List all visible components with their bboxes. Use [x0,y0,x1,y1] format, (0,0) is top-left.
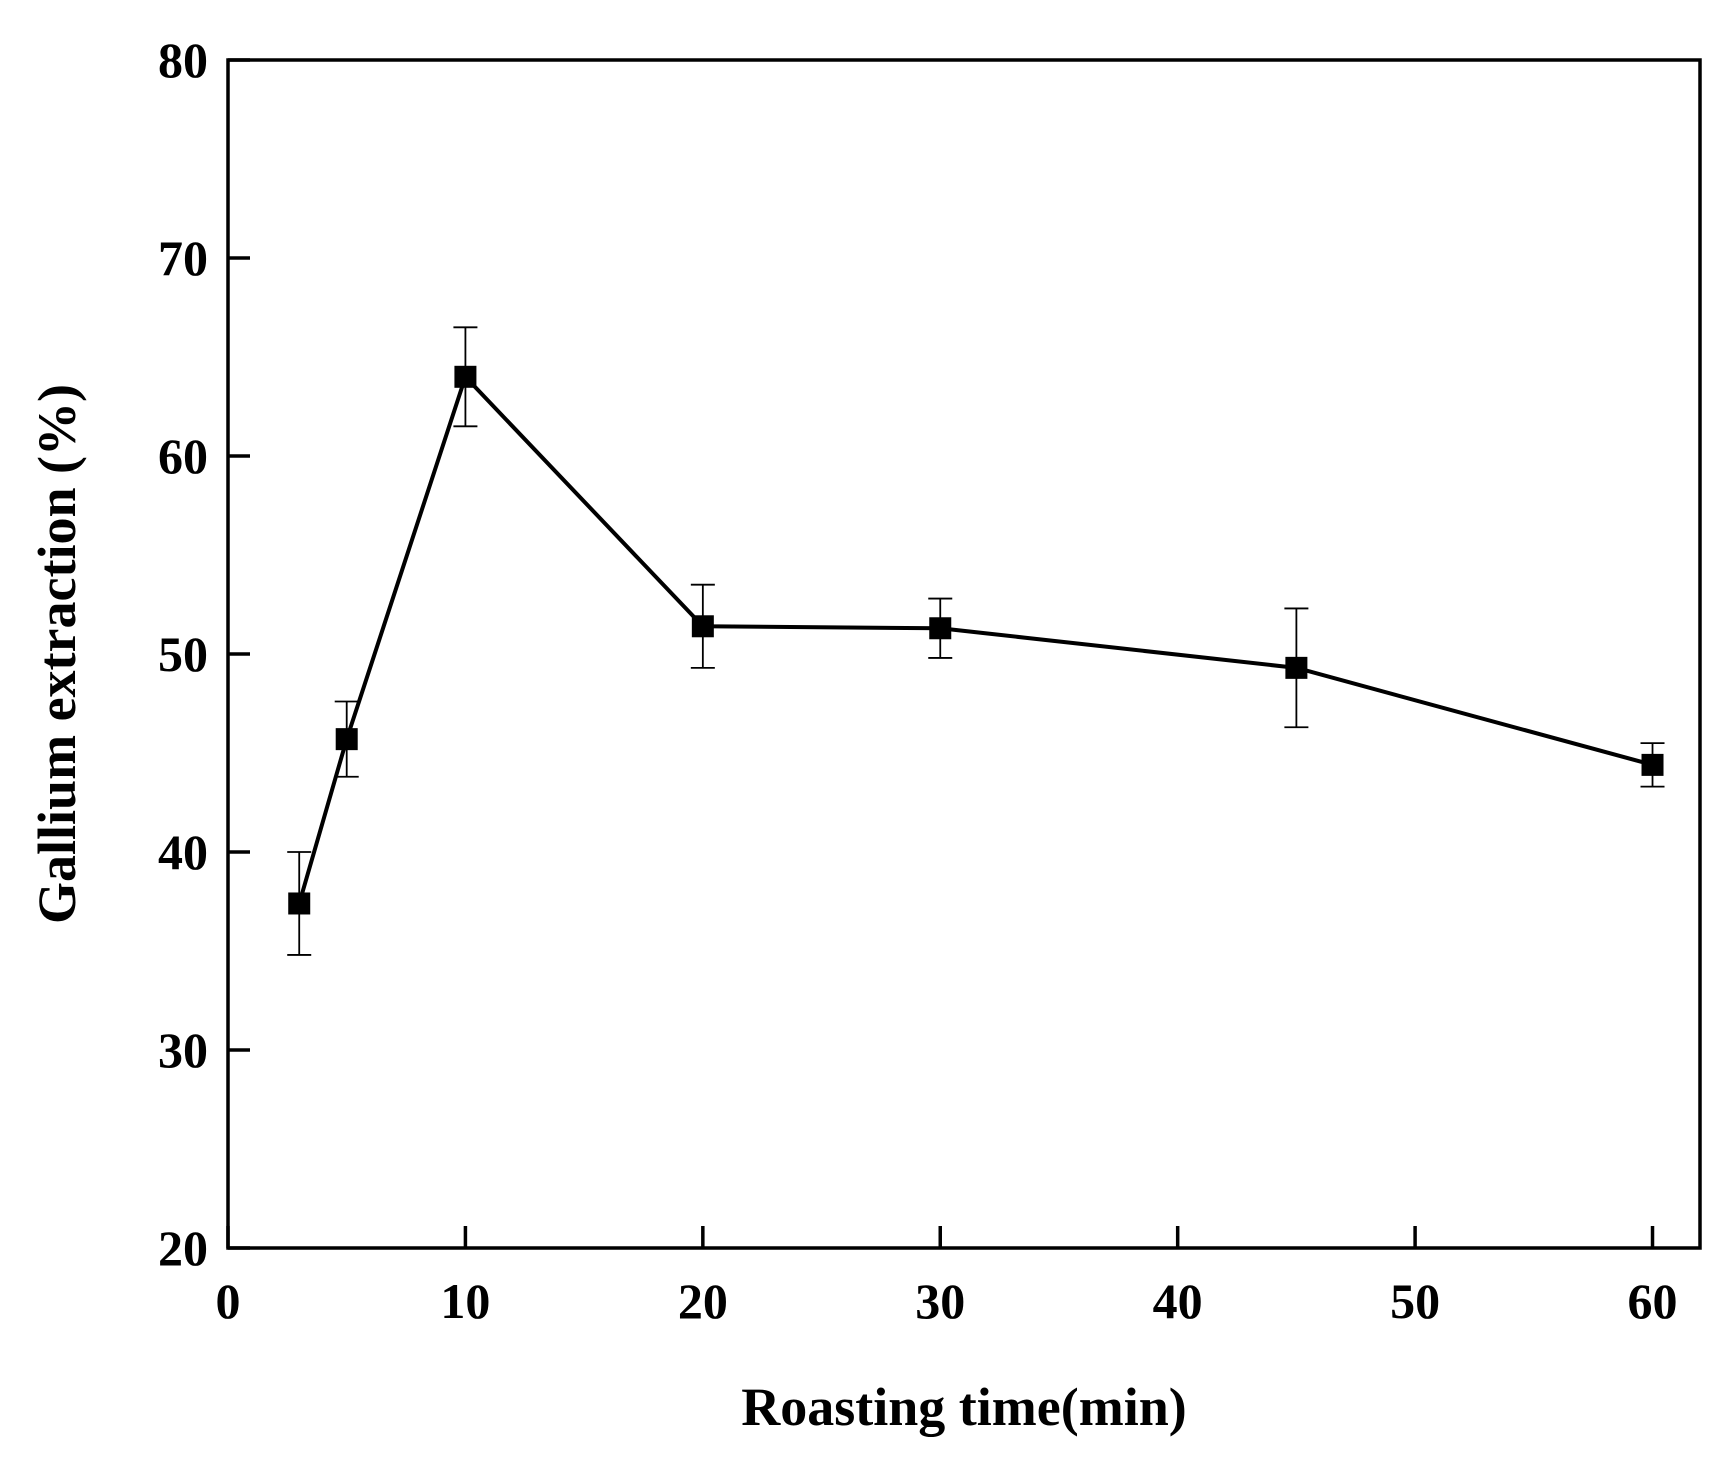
data-point [1641,753,1664,776]
y-tick-label-60: 60 [158,428,208,484]
x-tick-label-30: 30 [915,1273,965,1329]
data-point [1285,656,1308,679]
data-point [929,617,952,640]
x-tick-label-40: 40 [1153,1273,1203,1329]
x-tick-label-20: 20 [678,1273,728,1329]
y-tick-label-20: 20 [158,1220,208,1276]
x-axis-tick-labels: 0 10 20 30 40 50 60 [216,1273,1678,1329]
x-axis-title: Roasting time(min) [741,1377,1186,1437]
y-axis-tick-labels: 20 30 40 50 60 70 80 [158,32,208,1276]
y-tick-label-30: 30 [158,1022,208,1078]
y-tick-label-40: 40 [158,824,208,880]
y-axis-ticks [228,58,250,1250]
y-tick-label-80: 80 [158,32,208,88]
y-tick-label-70: 70 [158,230,208,286]
plot-frame [226,58,1702,1250]
y-axis-title: Gallium extraction (%) [27,384,87,924]
data-point [691,615,714,638]
x-tick-label-50: 50 [1390,1273,1440,1329]
data-point [454,365,477,388]
x-axis-ticks [226,1226,1655,1248]
x-tick-label-0: 0 [216,1273,241,1329]
data-point [288,892,311,915]
series-layer [287,326,1665,956]
x-tick-label-60: 60 [1628,1273,1678,1329]
y-tick-label-50: 50 [158,626,208,682]
series-line [297,374,1654,905]
x-tick-label-10: 10 [440,1273,490,1329]
data-point [335,728,358,751]
